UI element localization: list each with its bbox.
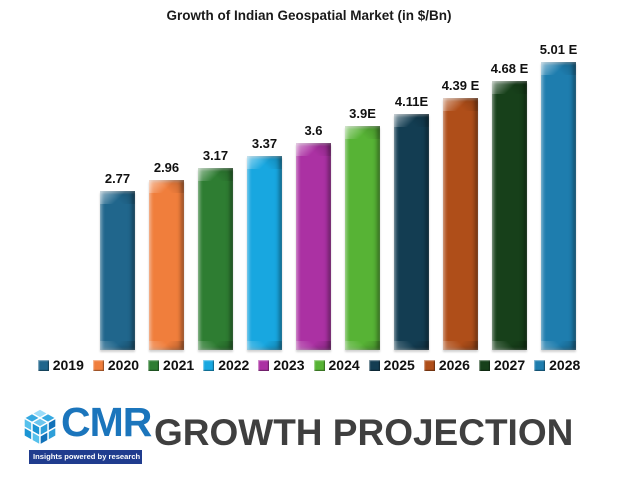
bar-value-label: 5.01 E: [539, 42, 578, 57]
bar-chart: 2.77 2.96 3.17 3.37 3.6 3.9E 4.11E 4.39 E 4.68 E…: [100, 30, 578, 350]
bar-2024: [345, 126, 380, 350]
bar-group-2019: 2.77: [100, 30, 135, 350]
bar-group-2027: 4.68 E: [490, 30, 529, 350]
legend-label: 2020: [107, 357, 140, 373]
bar-value-label: 2.96: [153, 160, 180, 175]
legend-item-2025: 2025: [368, 357, 415, 373]
legend-label: 2019: [52, 357, 84, 373]
bar-2021: [198, 168, 233, 350]
cmr-logo-text: CMR: [61, 399, 152, 445]
bar-group-2022: 3.37: [247, 30, 282, 350]
cmr-logo-cube-icon: [20, 404, 60, 455]
bar-value-label: 2.77: [104, 171, 131, 186]
legend-label: 2023: [273, 357, 305, 373]
legend-item-2022: 2022: [203, 357, 249, 373]
legend-item-2020: 2020: [92, 357, 140, 373]
bar-2027: [492, 81, 527, 350]
bar-2023: [296, 143, 331, 350]
legend-swatch: [37, 359, 49, 371]
legend-swatch: [478, 359, 490, 371]
legend-swatch: [92, 359, 104, 371]
legend-label: 2024: [328, 357, 360, 373]
legend-swatch: [148, 359, 160, 371]
legend-item-2028: 2028: [534, 357, 580, 373]
bar-value-label: 3.37: [251, 136, 278, 151]
bar-value-label: 4.39 E: [441, 78, 480, 93]
bar-group-2025: 4.11E: [394, 30, 429, 350]
chart-title: Growth of Indian Geospatial Market (in $…: [166, 8, 452, 23]
bar-2019: [100, 191, 135, 350]
legend-label: 2022: [218, 357, 250, 373]
legend-item-2019: 2019: [37, 357, 84, 373]
bar-group-2023: 3.6: [296, 30, 331, 350]
bar-group-2028: 5.01 E: [539, 30, 578, 350]
bar-2028: [541, 62, 576, 350]
legend-item-2027: 2027: [478, 357, 526, 373]
bar-group-2020: 2.96: [149, 30, 184, 350]
legend-label: 2028: [549, 357, 581, 373]
bar-2026: [443, 98, 478, 350]
footer: CMR Insights powered by research GROWTH …: [20, 402, 618, 464]
legend-swatch: [313, 359, 325, 371]
bar-2022: [247, 156, 282, 350]
bar-2020: [149, 180, 184, 350]
bar-2025: [394, 114, 429, 350]
legend-label: 2021: [163, 357, 195, 373]
legend-item-2021: 2021: [148, 357, 194, 373]
legend-swatch: [423, 359, 435, 371]
bar-group-2024: 3.9E: [345, 30, 380, 350]
legend-label: 2025: [383, 357, 415, 373]
cmr-logo-tagline: Insights powered by research: [29, 450, 142, 464]
cmr-logo: CMR Insights powered by research: [20, 402, 152, 464]
bar-value-label: 4.68 E: [490, 61, 529, 76]
bar-value-label: 4.11E: [394, 94, 429, 109]
legend-swatch: [203, 359, 215, 371]
bar-group-2026: 4.39 E: [441, 30, 480, 350]
legend-item-2026: 2026: [423, 357, 470, 373]
bar-value-label: 3.6: [304, 123, 323, 138]
bar-group-2021: 3.17: [198, 30, 233, 350]
bar-value-label: 3.9E: [349, 106, 376, 121]
legend-swatch: [258, 359, 270, 371]
legend-swatch: [368, 359, 380, 371]
legend-label: 2027: [493, 357, 526, 373]
legend-item-2023: 2023: [258, 357, 305, 373]
chart-legend: 2019 2020 2021 2022 2023 2024 2025 2026 2027 2028: [0, 357, 618, 373]
legend-label: 2026: [438, 357, 470, 373]
bar-value-label: 3.17: [202, 148, 229, 163]
footer-heading: GROWTH PROJECTION: [154, 412, 574, 453]
legend-swatch: [534, 359, 546, 371]
legend-item-2024: 2024: [313, 357, 360, 373]
